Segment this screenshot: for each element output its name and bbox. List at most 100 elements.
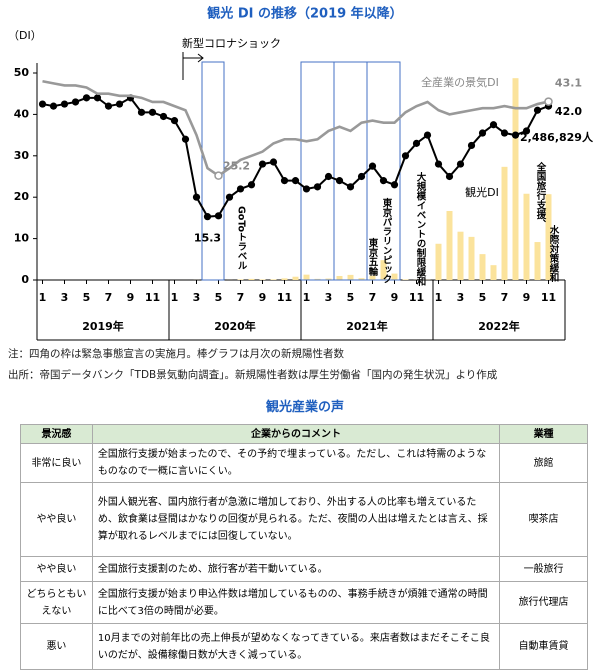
table-cell: 旅行代理店 [499, 581, 588, 624]
point [511, 131, 520, 139]
case-bar [501, 166, 508, 280]
annotation-arrow [182, 52, 204, 80]
y-tick-label: 30 [14, 149, 30, 162]
value-label: 15.3 [194, 232, 221, 245]
point [148, 108, 157, 116]
table-cell: 自動車賃貸 [499, 623, 588, 670]
point [313, 183, 322, 191]
point [225, 193, 234, 201]
x-tick-label: 11 [277, 291, 292, 304]
x-tick-label: 9 [259, 291, 267, 304]
year-label: 2022年 [478, 319, 520, 333]
x-tick-label: 3 [193, 291, 201, 304]
annotation: 大規模イベントの制限緩和 [415, 171, 428, 287]
table-cell: 外国人観光客、国内旅行者が急激に増加しており、外出する人の比率も増えているため、… [91, 482, 501, 557]
point [522, 127, 531, 135]
min-marker [214, 171, 223, 180]
y-axis-label: （DI） [8, 29, 42, 42]
case-bar [435, 243, 442, 280]
section-title: 観光産業の声 [265, 400, 344, 415]
annotation: 東京パラリンピック [381, 197, 394, 283]
point [423, 131, 432, 139]
x-tick-label: 7 [105, 291, 113, 304]
point [291, 177, 300, 185]
table-cell: やや良い [20, 482, 93, 557]
case-bar [402, 279, 409, 280]
series-label: 全産業の景気DI [421, 75, 499, 89]
table-cell: 一般旅行 [499, 556, 588, 582]
x-tick-label: 7 [237, 291, 245, 304]
x-tick-label: 9 [391, 291, 399, 304]
point [104, 102, 113, 110]
table-cell: どちらともいえない [20, 581, 93, 624]
point [401, 152, 410, 160]
header-cell: 業種 [499, 424, 588, 444]
point [379, 177, 388, 185]
point [247, 181, 256, 189]
point [236, 185, 245, 193]
x-tick-label: 3 [325, 291, 333, 304]
point [49, 102, 58, 110]
point [467, 141, 476, 150]
case-bar [512, 78, 519, 280]
point [445, 172, 454, 181]
notes: 注：四角の枠は緊急事態宣言の実施月。棒グラフは月次の新規陽性者数 出所：帝国デー… [8, 344, 497, 386]
point [71, 98, 80, 106]
case-bar [479, 254, 486, 280]
table-row: 悪い 10月までの対前年比の売上伸長が望めなくなってきている。来店者数はまだそこそ… [20, 623, 588, 670]
x-tick-label: 3 [457, 291, 465, 304]
annotation: 水際対策緩和 [548, 224, 561, 283]
y-tick-label: 10 [14, 232, 30, 245]
x-tick-label: 1 [39, 291, 47, 304]
case-bar [523, 193, 530, 280]
point [192, 193, 201, 201]
line-1 [42, 80, 549, 178]
case-bar [292, 276, 299, 280]
point [280, 177, 289, 185]
case-bar [325, 278, 332, 280]
point [60, 100, 69, 108]
x-tick-label: 7 [369, 291, 377, 304]
y-tick-label: 40 [14, 107, 30, 120]
point [412, 139, 421, 147]
point [93, 94, 102, 102]
case-bar [534, 242, 541, 280]
point [115, 100, 124, 108]
year-label: 2019年 [82, 319, 124, 333]
annotation: 新型コロナショック [182, 36, 281, 50]
point [533, 106, 542, 114]
case-bar [347, 274, 354, 280]
table-cell: 全国旅行支援が始まり申込件数は増加しているものの、事務手続きが煩雑で通常の時間に… [91, 581, 501, 624]
case-bar [281, 278, 288, 280]
table-row: やや良い 外国人観光客、国内旅行者が急激に増加しており、外出する人の比率も増えてい… [20, 482, 588, 557]
header-row: 景況感 企業からのコメント 業種 [20, 424, 588, 444]
value-label: 25.2 [223, 160, 250, 173]
case-bar [446, 211, 453, 280]
series-label: 観光DI [465, 185, 499, 199]
table-cell: やや良い [20, 556, 93, 582]
table-cell: 悪い [20, 623, 93, 670]
x-tick-label: 5 [215, 291, 223, 304]
note: 注：四角の枠は緊急事態宣言の実施月。棒グラフは月次の新規陽性者数 [8, 348, 344, 360]
year-label: 2021年 [346, 319, 388, 333]
x-tick-label: 7 [501, 291, 509, 304]
emergency-period [300, 61, 335, 281]
case-bar [259, 279, 266, 280]
x-tick-label: 11 [409, 291, 424, 304]
point [489, 121, 498, 129]
case-bar [391, 273, 398, 280]
comment-table: 景況感 企業からのコメント 業種 非常に良い 全国旅行支援が始まったので、その予約… [20, 424, 588, 670]
table-row: 非常に良い 全国旅行支援が始まったので、その予約で埋まっている。ただし、これは特需… [20, 443, 588, 483]
point [478, 129, 487, 137]
note: 出所：帝国データバンク「TDB景気動向調査」。新規陽性者数は厚生労働省「国内の発… [8, 369, 498, 381]
point [214, 212, 223, 220]
y-tick-label: 50 [14, 66, 30, 79]
case-bar [237, 279, 244, 280]
point [346, 183, 355, 191]
min-marker [544, 97, 553, 106]
point [159, 112, 168, 121]
point [258, 160, 267, 168]
point [368, 162, 377, 170]
table-cell: 喫茶店 [499, 482, 588, 557]
